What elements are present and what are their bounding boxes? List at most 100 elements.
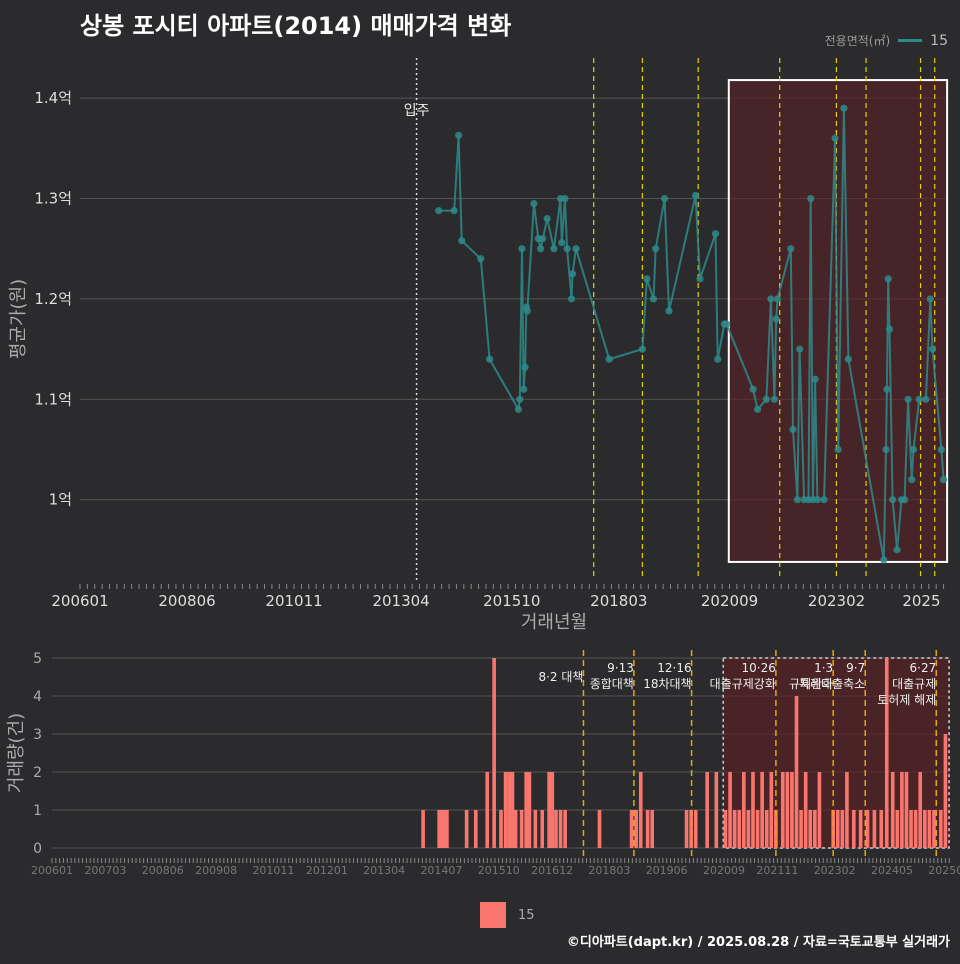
data-point [807,194,815,203]
y-tick-label: 1.1억 [34,390,72,408]
data-point [714,355,722,363]
x-axis-title: 거래년월 [521,612,587,633]
data-point [523,307,531,315]
data-point [922,395,930,403]
data-point [711,230,720,238]
volume-bar [895,810,900,848]
volume-bar [634,810,638,848]
data-point [904,395,912,403]
volume-bar [723,810,728,848]
data-point [521,363,529,371]
data-point [767,295,775,303]
legend-bar-label: 15 [518,907,535,923]
data-point [834,445,842,454]
volume-bar [845,772,849,848]
volume-bar [638,772,643,848]
bar-x-tick-label: 202111 [756,864,798,877]
x-tick-label: 2025 [902,592,940,610]
volume-bar [510,772,515,848]
data-point [885,325,894,333]
data-point [908,476,916,484]
line-legend: 전용면적(㎡) 15 [825,32,948,49]
data-point [561,194,569,203]
policy-label: 특례대출축소 [799,677,865,691]
volume-bar [794,696,799,848]
data-point [893,546,901,554]
volume-bar [513,810,518,848]
data-point [753,405,762,413]
data-point [787,245,795,253]
x-tick-label: 201510 [483,592,540,610]
volume-bar [503,772,508,848]
bar-y-tick-label: 0 [33,841,42,857]
bar-x-tick-label: 201510 [478,864,520,877]
bar-y-axis-title: 거래량(건) [6,713,27,793]
data-point [796,345,804,353]
bar-x-tick-label: 200908 [195,864,237,877]
data-point [722,320,731,328]
data-point [770,395,779,403]
data-point [909,445,918,454]
data-point [880,556,888,564]
data-point [884,275,892,283]
volume-bar [693,810,698,848]
data-point [882,445,890,454]
volume-bar [900,772,904,848]
policy-label: 10·26 [742,661,776,675]
data-point [789,425,797,434]
data-point [567,295,576,303]
volume-bar [597,810,602,848]
data-point [820,496,828,504]
volume-bar [922,810,927,848]
volume-bar [645,810,650,848]
volume-bar [437,810,441,848]
x-tick-label: 201803 [590,592,647,610]
x-tick-label: 200601 [51,592,108,610]
data-point [563,245,571,253]
volume-bar [760,772,764,848]
data-point [435,206,443,215]
data-point [486,355,494,363]
bar-y-tick-label: 2 [33,765,42,781]
move-in-label: 입주 [404,103,430,119]
policy-label: 12·16 [657,661,691,675]
data-point [901,496,909,504]
data-point [568,270,577,278]
volume-bar [499,810,503,848]
bar-x-tick-label: 200806 [142,864,184,877]
data-point [455,131,463,139]
policy-label: 대출규제 [892,677,936,691]
x-tick-label: 201011 [265,592,322,610]
volume-bar [563,810,567,848]
data-point [844,355,852,363]
volume-bar [799,810,803,848]
data-point [696,275,704,283]
volume-bar [439,810,444,848]
policy-label: 18차대책 [643,676,691,691]
volume-bar [879,810,884,848]
policy-label: 1·3 [814,661,833,675]
data-point [939,476,948,484]
bar-legend: 15 [480,902,535,928]
bar-x-tick-label: 202508 [928,864,960,877]
policy-label: 9·7 [846,661,865,675]
data-point [516,395,524,403]
legend-bar-swatch [480,902,506,928]
volume-bar [803,772,808,848]
data-point [691,191,700,200]
volume-bar [650,810,655,848]
volume-bar [884,658,889,848]
data-point [831,134,839,142]
volume-bar [764,810,769,848]
x-tick-label: 200806 [158,592,215,610]
data-point [477,255,485,263]
volume-bar [540,810,545,848]
volume-bar [732,810,737,848]
policy-label: 9·13 [607,661,634,675]
volume-bar [519,810,524,848]
volume-bar [684,810,689,848]
x-tick-label: 202302 [808,592,865,610]
volume-bar [751,772,755,848]
data-point [840,104,848,112]
data-point [558,239,566,247]
